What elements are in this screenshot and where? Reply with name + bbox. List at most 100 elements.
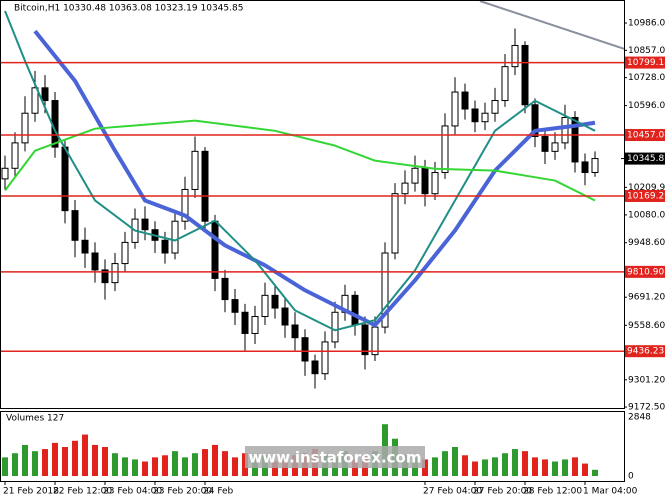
volume-bar <box>112 453 118 476</box>
level-label-box <box>625 345 665 358</box>
candle-body <box>141 218 149 231</box>
candle-body <box>391 193 399 254</box>
y-tick-label: 9172.50 <box>628 403 665 413</box>
volume-bar <box>92 444 98 476</box>
volume-bar <box>32 451 38 476</box>
candle-body <box>531 104 539 138</box>
candle-body <box>81 239 89 254</box>
level-label-box <box>625 189 665 202</box>
volume-bar <box>162 455 168 476</box>
candle-body <box>91 252 99 271</box>
volume-bar <box>212 444 218 476</box>
volume-tick-label: 0 <box>628 472 634 482</box>
candle-body <box>261 294 269 318</box>
y-tick-label: 9558.60 <box>628 321 665 331</box>
volume-bar <box>562 459 568 476</box>
volume-bar <box>72 440 78 476</box>
candle-body <box>1 167 9 180</box>
y-tick-label: 10080.00 <box>628 210 665 220</box>
volume-bar <box>462 455 468 476</box>
volume-bar <box>2 457 8 476</box>
x-tick-label: 22 Feb 12:00 <box>53 487 112 497</box>
candle-body <box>581 161 589 174</box>
candle-body <box>411 167 419 184</box>
candle-body <box>211 220 219 279</box>
volume-bar <box>572 457 578 476</box>
level-label: 10169.29 <box>627 191 665 201</box>
candle-body <box>121 241 129 265</box>
volume-bar <box>432 457 438 476</box>
candle-body <box>551 142 559 152</box>
candle-body <box>271 294 279 309</box>
volume-bar <box>52 442 58 476</box>
candle-body <box>101 269 109 284</box>
level-label: 9436.23 <box>627 347 664 357</box>
level-label: 9810.90 <box>627 267 664 277</box>
candle-body <box>251 316 259 334</box>
x-tick-label: 27 Feb 04:00 <box>423 487 482 497</box>
volume-bar <box>592 469 598 476</box>
candle-body <box>521 44 529 106</box>
candle-body <box>301 337 309 362</box>
watermark: www.instaforex.com <box>249 449 422 467</box>
volume-bar <box>582 463 588 476</box>
x-tick-label: 28 Feb 12:00 <box>523 487 582 497</box>
volume-bar <box>152 457 158 476</box>
x-tick-label: 23 Feb 04:00 <box>103 487 162 497</box>
price-panel <box>0 0 625 409</box>
candle-body <box>591 158 599 174</box>
volume-bar <box>202 449 208 476</box>
volume-bar <box>62 446 68 476</box>
candle-body <box>541 136 549 152</box>
volume-bar <box>42 449 48 476</box>
x-tick-label: 1 Mar 04:00 <box>583 487 638 497</box>
candle-body <box>431 172 439 195</box>
candle-body <box>291 324 299 339</box>
volume-bar <box>552 461 558 476</box>
watermark-box <box>245 446 425 468</box>
volume-label: Volumes 127 <box>6 414 64 424</box>
volume-bar <box>22 444 28 476</box>
candle-body <box>311 360 319 375</box>
candle-body <box>561 116 569 144</box>
candle-body <box>281 307 289 326</box>
volume-bar <box>142 461 148 476</box>
volume-bar <box>272 461 278 476</box>
y-tick-label: 9948.60 <box>628 238 665 248</box>
y-tick-label: 10596.00 <box>628 101 665 111</box>
volume-bar <box>512 449 518 476</box>
volume-bar <box>182 457 188 476</box>
level-label-box <box>625 265 665 278</box>
candle-body <box>61 146 69 212</box>
indicator-line <box>33 29 596 328</box>
volume-bar <box>502 453 508 476</box>
indicator-line <box>4 119 596 202</box>
candle-body <box>201 150 209 222</box>
candle-body <box>21 112 29 144</box>
candle-body <box>441 125 449 174</box>
candle-body <box>321 341 329 375</box>
candle-body <box>571 116 579 163</box>
volume-bar <box>232 457 238 476</box>
volume-bar <box>482 459 488 476</box>
candle-body <box>181 188 189 222</box>
candle-body <box>171 220 179 254</box>
last-price-box <box>625 152 665 165</box>
indicator-line <box>479 1 624 50</box>
y-tick-label: 10209.90 <box>628 183 665 193</box>
candle-body <box>511 44 519 68</box>
candle-body <box>381 252 389 328</box>
y-tick-label: 10857.00 <box>628 46 665 56</box>
volume-bar <box>132 459 138 476</box>
volume-tick-label: 2848 <box>628 413 651 423</box>
x-tick-label: 21 Feb 2018 <box>3 487 59 497</box>
volume-bar <box>492 457 498 476</box>
y-tick-label: 9691.20 <box>628 293 665 303</box>
x-tick-label: 27 Feb 20:00 <box>473 487 532 497</box>
volume-bar <box>82 434 88 476</box>
last-price-label: 10345.85 <box>627 154 665 164</box>
volume-bar <box>532 457 538 476</box>
volume-bar <box>102 446 108 476</box>
candle-body <box>451 91 459 127</box>
